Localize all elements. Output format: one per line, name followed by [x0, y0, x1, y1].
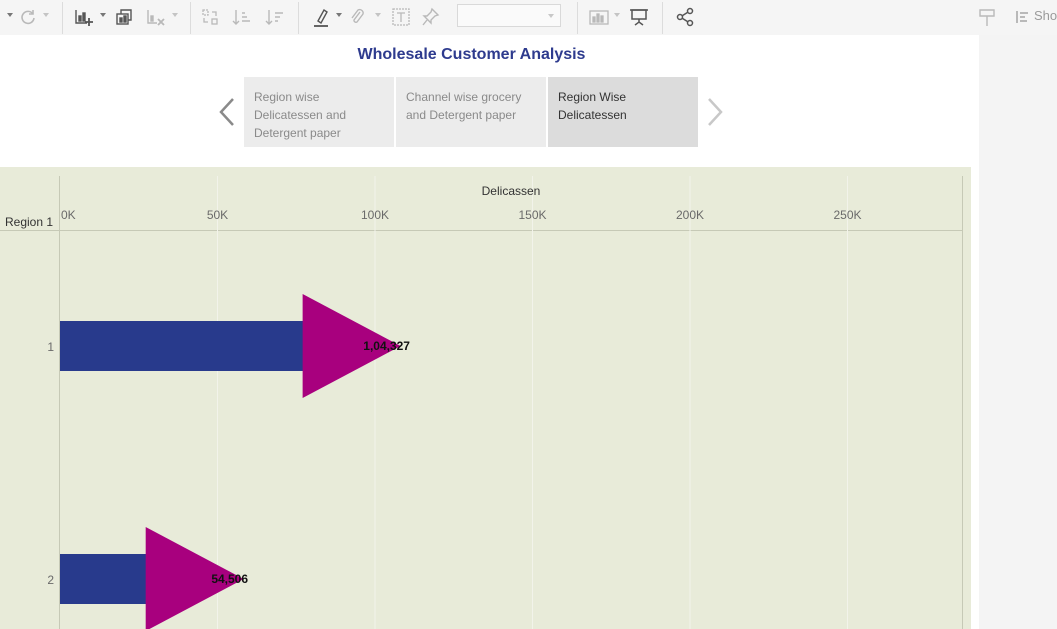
duplicate-sheet-icon[interactable] — [113, 6, 135, 28]
x-tick-label: 150K — [518, 208, 546, 222]
toolbar-separator — [662, 2, 663, 34]
story-point-1[interactable]: Region wise Delicatessen and Detergent p… — [244, 77, 394, 147]
new-worksheet-caret[interactable] — [100, 13, 106, 17]
x-tick-label: 50K — [207, 208, 228, 222]
show-me-list-icon[interactable] — [1012, 6, 1032, 28]
show-me-icon[interactable] — [587, 6, 611, 28]
show-me-label[interactable]: Sho — [1034, 8, 1057, 23]
data-label-region-2: 54,506 — [211, 572, 248, 586]
previous-story-point-icon[interactable] — [217, 96, 237, 128]
swap-icon[interactable] — [199, 6, 221, 28]
category-label-region-1: 1 — [47, 340, 54, 354]
chart-area: 0K50K100K150K200K250K300K350K400K450K500… — [0, 167, 971, 629]
refresh-dropdown-caret[interactable] — [43, 13, 49, 17]
fit-dropdown[interactable] — [457, 4, 561, 27]
arrow-marker-region-2[interactable] — [145, 527, 244, 629]
share-icon[interactable] — [674, 6, 696, 28]
refresh-icon[interactable] — [17, 6, 39, 28]
x-axis-title: Delicassen — [482, 184, 541, 198]
sort-descending-icon[interactable] — [264, 6, 286, 28]
toolbar-separator — [62, 2, 63, 34]
story-title: Wholesale Customer Analysis — [357, 46, 586, 63]
pane-icon[interactable] — [976, 6, 998, 28]
pin-icon[interactable] — [420, 6, 442, 28]
undo-dropdown-caret[interactable] — [7, 13, 13, 17]
category-label-region-2: 2 — [47, 573, 54, 587]
highlight-icon[interactable] — [311, 6, 331, 28]
toolbar: Sho — [0, 0, 1057, 34]
highlight-caret[interactable] — [336, 13, 342, 17]
fit-dropdown-caret — [548, 14, 554, 18]
sort-ascending-icon[interactable] — [231, 6, 253, 28]
clear-sheet-caret[interactable] — [172, 13, 178, 17]
toolbar-separator — [190, 2, 191, 34]
x-tick-label: 250K — [833, 208, 861, 222]
toolbar-separator — [577, 2, 578, 34]
delicassen-bar-chart[interactable]: 0K50K100K150K200K250K300K350K400K450K500… — [0, 167, 971, 629]
story-point-2[interactable]: Channel wise grocery and Detergent paper — [396, 77, 546, 147]
attach-caret[interactable] — [375, 13, 381, 17]
clear-sheet-icon[interactable] — [144, 6, 166, 28]
x-tick-label: 0K — [61, 208, 76, 222]
x-tick-label: 200K — [676, 208, 704, 222]
story-point-3-active[interactable]: Region Wise Delicatessen — [548, 77, 698, 147]
next-story-point-icon[interactable] — [705, 96, 725, 128]
data-label-region-1: 1,04,327 — [363, 339, 410, 353]
right-pane — [979, 35, 1057, 629]
row-header-region: Region 1 — [5, 215, 53, 229]
toolbar-separator — [298, 2, 299, 34]
arrow-marker-region-1[interactable] — [302, 294, 401, 398]
new-worksheet-icon[interactable] — [72, 6, 94, 28]
bar-region-2[interactable] — [60, 554, 147, 604]
show-me-caret[interactable] — [614, 13, 620, 17]
presentation-icon[interactable] — [628, 6, 650, 28]
bar-region-1[interactable] — [60, 321, 304, 371]
x-tick-label: 100K — [361, 208, 389, 222]
attach-icon[interactable] — [347, 6, 367, 28]
text-label-icon[interactable] — [390, 6, 412, 28]
